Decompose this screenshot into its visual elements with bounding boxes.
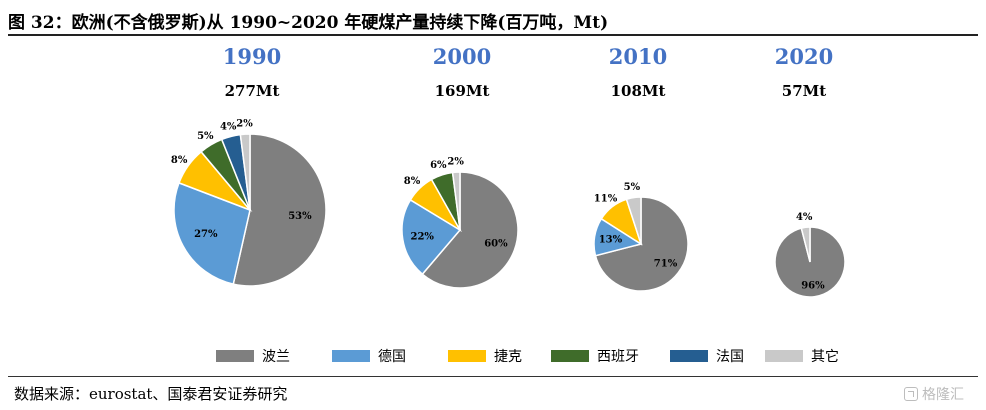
pie-label-2010-1: 13% xyxy=(599,235,623,246)
watermark: 格隆汇 xyxy=(904,384,964,404)
pie-label-2000-4: 2% xyxy=(447,157,464,168)
watermark-logo-icon xyxy=(904,387,918,401)
pie-total-2000: 169Mt xyxy=(435,82,490,100)
pie-slice-1990-5 xyxy=(239,133,251,211)
legend-swatch-5 xyxy=(765,350,803,362)
pie-total-2010: 108Mt xyxy=(611,82,666,100)
pie-slice-1990-0 xyxy=(232,133,327,287)
legend-swatch-1 xyxy=(332,350,370,362)
pie-label-1990-0: 53% xyxy=(288,211,312,222)
pie-slice-1990-1 xyxy=(173,181,251,286)
pie-year-2010: 2010 xyxy=(609,44,667,69)
pie-label-1990-1: 27% xyxy=(194,229,218,240)
legend-label-4: 法国 xyxy=(716,349,744,365)
pie-label-2020-1: 4% xyxy=(796,212,813,223)
pie-label-2020-0: 96% xyxy=(801,280,825,291)
legend-label-1: 德国 xyxy=(378,349,406,365)
legend-swatch-4 xyxy=(670,350,708,362)
figure-title: 图 32：欧洲(不含俄罗斯)从 1990~2020 年硬煤产量持续下降(百万吨，… xyxy=(8,13,609,33)
legend-label-2: 捷克 xyxy=(494,349,522,365)
legend-swatch-3 xyxy=(551,350,589,362)
pie-total-1990: 277Mt xyxy=(225,82,280,100)
pie-label-1990-5: 2% xyxy=(236,119,253,130)
source-divider xyxy=(8,376,978,377)
pie-total-2020: 57Mt xyxy=(782,82,826,100)
pie-slice-2000-1 xyxy=(401,198,462,276)
pie-label-1990-4: 4% xyxy=(220,121,237,132)
pie-slice-2000-4 xyxy=(451,171,461,231)
pie-label-2000-1: 22% xyxy=(410,232,434,243)
legend-label-0: 波兰 xyxy=(262,349,290,365)
pie-label-1990-2: 8% xyxy=(171,155,188,166)
pie-slice-2010-3 xyxy=(625,196,642,245)
pie-year-2000: 2000 xyxy=(433,44,491,69)
pie-label-2000-0: 60% xyxy=(484,239,508,250)
pie-label-2000-3: 6% xyxy=(430,160,447,171)
pie-label-2010-0: 71% xyxy=(654,259,678,270)
source-note: 数据来源：eurostat、国泰君安证券研究 xyxy=(14,385,288,403)
legend-swatch-2 xyxy=(448,350,486,362)
title-divider xyxy=(8,34,978,36)
pie-label-2000-2: 8% xyxy=(404,176,421,187)
pie-slice-2000-0 xyxy=(421,171,519,289)
pie-label-2010-2: 11% xyxy=(594,194,618,205)
pie-slice-2020-1 xyxy=(800,226,811,263)
pie-label-1990-3: 5% xyxy=(197,131,214,142)
legend-label-3: 西班牙 xyxy=(597,349,639,365)
watermark-text: 格隆汇 xyxy=(922,387,964,403)
legend-swatch-0 xyxy=(216,350,254,362)
pie-year-1990: 1990 xyxy=(223,44,281,69)
pie-year-2020: 2020 xyxy=(775,44,833,69)
legend-label-5: 其它 xyxy=(811,348,839,365)
pie-label-2010-3: 5% xyxy=(624,182,641,193)
